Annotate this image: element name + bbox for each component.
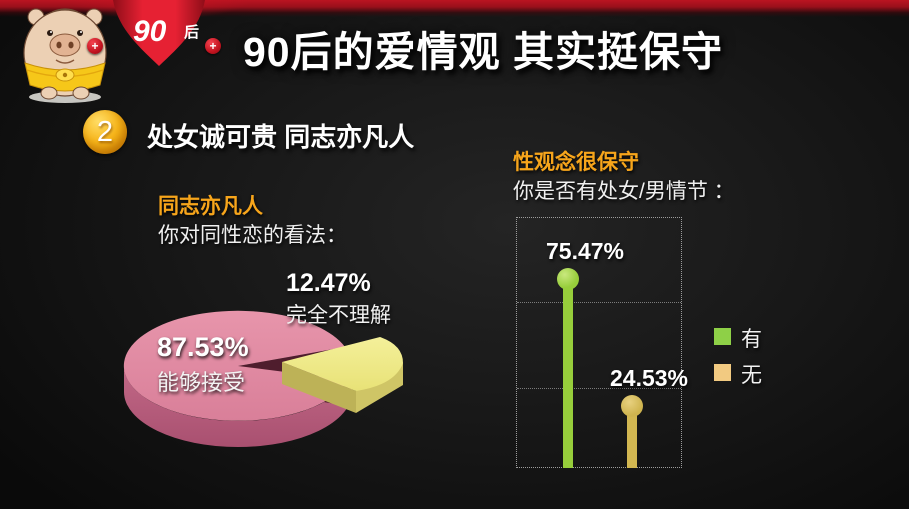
lollipop-value-label: 24.53% xyxy=(609,365,688,392)
pie-slice-reject xyxy=(282,337,403,391)
legend-swatch-no xyxy=(714,364,731,381)
section-heading: 处女诚可贵 同志亦凡人 xyxy=(147,122,415,152)
gridline xyxy=(517,388,681,389)
pie-chart-subtitle: 你对同性恋的看法： xyxy=(158,224,347,247)
pie-label-reject: 完全不理解 xyxy=(286,304,391,327)
lollipop-stem xyxy=(627,406,637,468)
pie-label-accept: 能够接受 xyxy=(157,370,246,395)
plus-icon: + xyxy=(205,38,221,54)
plus-icon: + xyxy=(87,38,103,54)
pie-chart-title: 同志亦凡人 xyxy=(158,195,263,218)
lollipop-head xyxy=(557,267,579,290)
pie-slice-accept-side xyxy=(124,366,352,447)
badge-suffix-text: 后 xyxy=(184,24,199,41)
page-title: 90后的爱情观 其实挺保守 xyxy=(243,29,723,75)
pie-value-reject: 12.47% xyxy=(286,269,371,297)
lollipop-head xyxy=(621,395,643,418)
mascot-illustration xyxy=(23,8,107,103)
pie-slice-reject-side xyxy=(282,362,356,413)
pie-chart xyxy=(123,310,403,447)
pie-slice-accept xyxy=(123,310,349,421)
section-number-badge: 2 xyxy=(83,110,127,154)
legend-swatch-yes xyxy=(714,328,731,345)
badge-main-text: 90 xyxy=(133,15,167,48)
lollipop-chart-title: 性观念很保守 xyxy=(513,151,639,174)
legend-label-no: 无 xyxy=(741,364,762,387)
lollipop-stem xyxy=(563,278,573,468)
gridline xyxy=(517,302,681,303)
legend-label-yes: 有 xyxy=(741,328,762,351)
lollipop-plot-area xyxy=(516,217,682,468)
lollipop-chart-subtitle: 你是否有处女/男情节 ： xyxy=(513,180,735,203)
lollipop-value-label: 75.47% xyxy=(545,237,624,264)
pie-value-accept: 87.53% xyxy=(157,332,249,362)
90s-badge-ribbon: 90 后 xyxy=(113,0,205,66)
